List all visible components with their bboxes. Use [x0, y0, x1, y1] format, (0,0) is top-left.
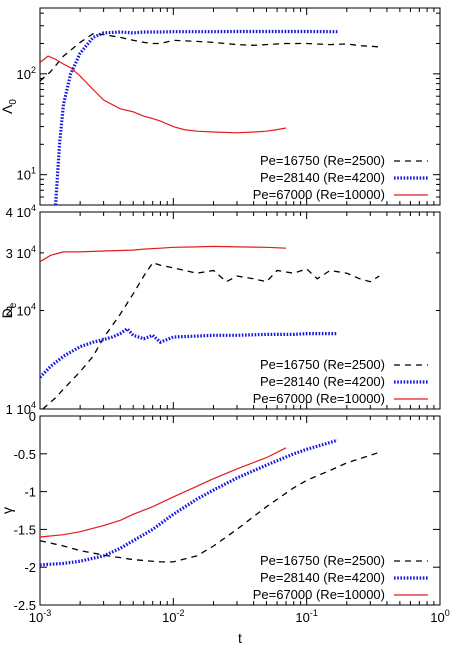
plot-frame: [39, 7, 441, 206]
y-tick-label: 0: [29, 409, 36, 424]
panel-2: 1 104 2 104 3 104 4 104 De Pe=16750 (Re=2500)…: [0, 203, 441, 417]
y-tick-label: 1 104: [6, 400, 36, 417]
legend: Pe=16750 (Re=2500) Pe=28140 (Re=4200) Pe=6…: [253, 357, 428, 406]
x-axis-label: t: [238, 630, 242, 646]
series-line-1: [40, 451, 380, 563]
y-tick-label: 101: [17, 166, 36, 183]
series-line-3: [40, 245, 287, 263]
x-tick-label: 100: [430, 608, 449, 625]
legend-label: Pe=28140 (Re=4200): [260, 374, 385, 389]
y-axis-label: De: [0, 302, 19, 318]
y-tick-label: -2.5: [14, 598, 36, 613]
panel-3: 0 -0.5 -1 -1.5 -2 -2.510-3 10-2 10-1 100 γ t Pe=167…: [0, 409, 450, 646]
legend-label: Pe=16750 (Re=2500): [260, 553, 385, 568]
y-tick-label: -2: [24, 560, 36, 575]
legend-label: Pe=16750 (Re=2500): [260, 153, 385, 168]
legend-label: Pe=67000 (Re=10000): [253, 187, 385, 202]
legend-label: Pe=67000 (Re=10000): [253, 587, 385, 602]
y-tick-label: -1: [24, 485, 36, 500]
y-tick-label: -0.5: [14, 447, 36, 462]
legend-label: Pe=16750 (Re=2500): [260, 357, 385, 372]
series-line-2: [54, 29, 338, 205]
y-tick-label: 3 104: [6, 244, 36, 261]
y-tick-label: 4 104: [6, 203, 36, 220]
legend-label: Pe=28140 (Re=4200): [260, 570, 385, 585]
y-axis-label: γ: [0, 507, 15, 514]
y-tick-label: 102: [17, 65, 36, 82]
legend: Pe=16750 (Re=2500) Pe=28140 (Re=4200) Pe=6…: [253, 153, 428, 202]
series-line-1: [40, 33, 380, 82]
series-line-3: [40, 447, 287, 538]
series-line-2: [40, 326, 338, 379]
y-axis-label: Λ0: [0, 99, 19, 114]
series-line-2: [40, 438, 338, 567]
legend-label: Pe=67000 (Re=10000): [253, 391, 385, 406]
series-line-1: [42, 261, 380, 409]
y-tick-label: -1.5: [14, 522, 36, 537]
x-tick-label: 10-2: [162, 608, 184, 625]
y-tick-label: 2 104: [6, 302, 36, 319]
legend: Pe=16750 (Re=2500) Pe=28140 (Re=4200) Pe=6…: [253, 553, 428, 602]
legend-label: Pe=28140 (Re=4200): [260, 170, 385, 185]
x-tick-label: 10-3: [29, 608, 51, 625]
plot-frame: [39, 415, 441, 606]
x-tick-label: 10-1: [295, 608, 317, 625]
panel-1: 101 102 Λ0 Pe=16750 (Re=2500) Pe=28140 (Re=4…: [0, 7, 441, 206]
series-line-3: [40, 55, 287, 134]
